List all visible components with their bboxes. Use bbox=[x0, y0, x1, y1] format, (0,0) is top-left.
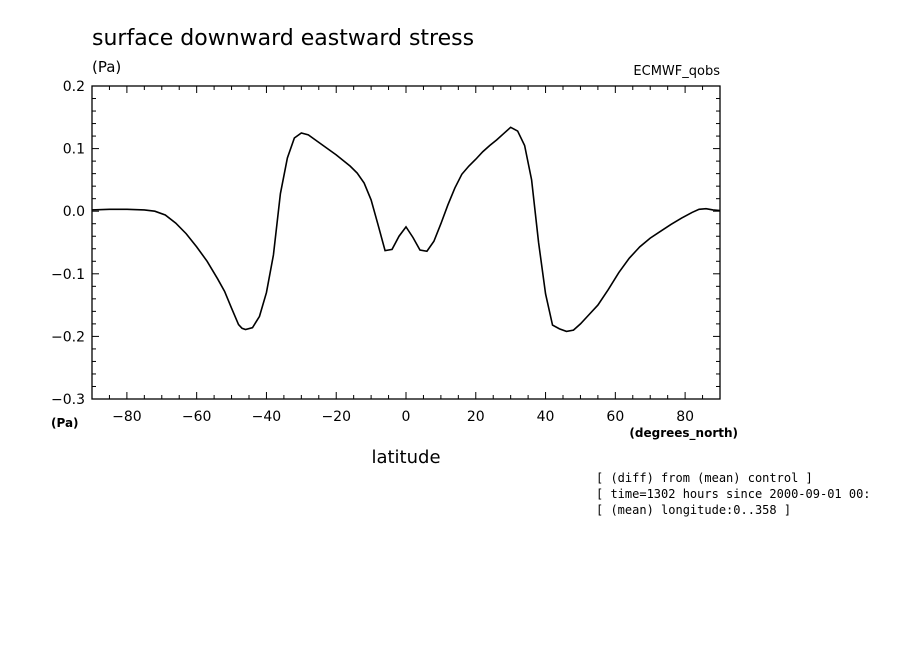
tick-marks bbox=[91, 85, 721, 400]
x-axis-label: latitude bbox=[371, 447, 440, 468]
series-line bbox=[91, 126, 721, 333]
x-tick-label: −20 bbox=[321, 409, 351, 425]
x-tick-label: 80 bbox=[676, 409, 694, 425]
y-tick-labels: −0.3 −0.2 −0.1 0.0 0.1 0.2 bbox=[51, 79, 85, 408]
x-tick-label: −40 bbox=[252, 409, 282, 425]
x-tick-label: −60 bbox=[182, 409, 212, 425]
x-tick-label: 60 bbox=[606, 409, 624, 425]
x-tick-label: 20 bbox=[467, 409, 485, 425]
y-tick-label: 0.0 bbox=[63, 204, 85, 220]
x-tick-labels: −80 −60 −40 −20 0 20 40 60 80 bbox=[112, 409, 694, 425]
y-tick-label: 0.1 bbox=[63, 142, 85, 158]
y-tick-label: 0.2 bbox=[63, 79, 85, 95]
y-unit-bottom: (Pa) bbox=[51, 416, 79, 430]
y-tick-label: −0.2 bbox=[51, 329, 85, 345]
y-tick-label: −0.1 bbox=[51, 267, 85, 283]
source-label: ECMWF_qobs bbox=[633, 64, 720, 79]
chart-title: surface downward eastward stress bbox=[92, 26, 474, 51]
note-line-1: [ (diff) from (mean) control ] bbox=[596, 471, 813, 485]
y-tick-label: −0.3 bbox=[51, 392, 85, 408]
y-unit-top: (Pa) bbox=[92, 58, 121, 76]
x-tick-label: −80 bbox=[112, 409, 142, 425]
plot-frame bbox=[91, 85, 721, 400]
x-tick-label: 40 bbox=[537, 409, 555, 425]
note-line-3: [ (mean) longitude:0..358 ] bbox=[596, 503, 791, 517]
x-tick-label: 0 bbox=[402, 409, 411, 425]
x-units: (degrees_north) bbox=[629, 426, 738, 441]
note-line-2: [ time=1302 hours since 2000-09-01 00: bbox=[596, 487, 871, 501]
